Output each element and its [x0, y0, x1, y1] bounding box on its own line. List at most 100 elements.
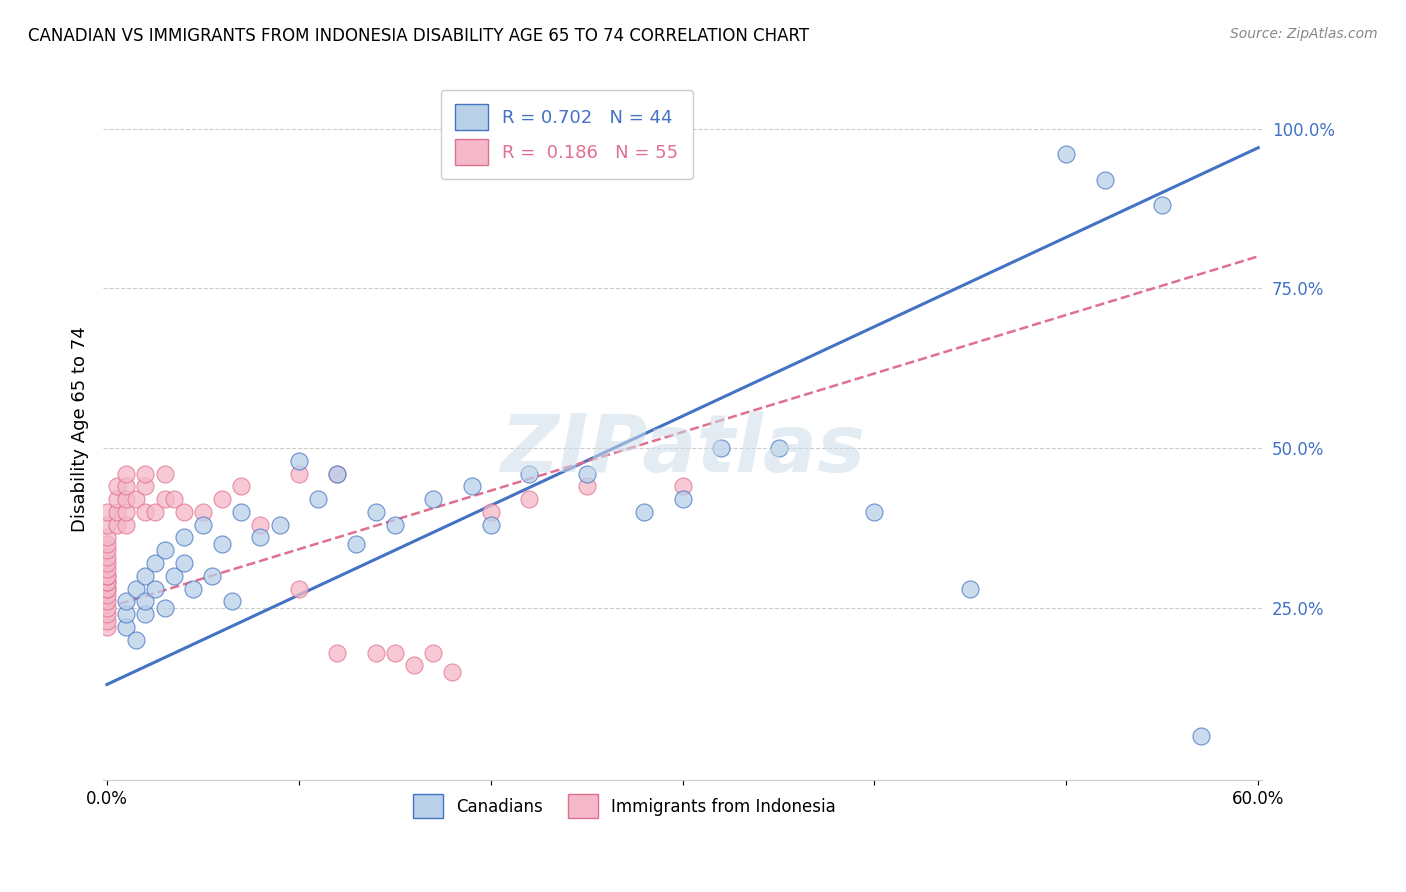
- Point: [96, 562, 118, 576]
- Point: [115, 467, 138, 481]
- Point: [191, 505, 214, 519]
- Point: [153, 600, 176, 615]
- Point: [96, 594, 118, 608]
- Point: [96, 569, 118, 583]
- Point: [96, 531, 118, 545]
- Point: [364, 505, 387, 519]
- Point: [384, 646, 406, 660]
- Point: [326, 467, 349, 481]
- Point: [115, 505, 138, 519]
- Point: [1054, 147, 1077, 161]
- Point: [163, 492, 186, 507]
- Point: [231, 479, 253, 493]
- Point: [231, 505, 253, 519]
- Point: [115, 479, 138, 493]
- Point: [671, 479, 693, 493]
- Point: [143, 505, 166, 519]
- Point: [211, 537, 233, 551]
- Point: [115, 594, 138, 608]
- Point: [575, 479, 598, 493]
- Point: [153, 467, 176, 481]
- Text: Source: ZipAtlas.com: Source: ZipAtlas.com: [1230, 27, 1378, 41]
- Point: [288, 454, 311, 468]
- Point: [479, 517, 502, 532]
- Point: [105, 517, 128, 532]
- Point: [768, 441, 790, 455]
- Point: [96, 588, 118, 602]
- Point: [134, 607, 156, 622]
- Point: [125, 632, 148, 647]
- Text: CANADIAN VS IMMIGRANTS FROM INDONESIA DISABILITY AGE 65 TO 74 CORRELATION CHART: CANADIAN VS IMMIGRANTS FROM INDONESIA DI…: [28, 27, 810, 45]
- Point: [326, 646, 349, 660]
- Point: [288, 467, 311, 481]
- Legend: Canadians, Immigrants from Indonesia: Canadians, Immigrants from Indonesia: [406, 788, 842, 825]
- Point: [422, 646, 444, 660]
- Point: [173, 531, 195, 545]
- Point: [863, 505, 886, 519]
- Point: [959, 582, 981, 596]
- Point: [441, 665, 464, 679]
- Point: [344, 537, 367, 551]
- Point: [96, 517, 118, 532]
- Point: [96, 543, 118, 558]
- Point: [671, 492, 693, 507]
- Point: [173, 556, 195, 570]
- Point: [575, 467, 598, 481]
- Point: [134, 479, 156, 493]
- Point: [105, 492, 128, 507]
- Point: [191, 517, 214, 532]
- Point: [384, 517, 406, 532]
- Point: [288, 582, 311, 596]
- Point: [134, 505, 156, 519]
- Point: [633, 505, 655, 519]
- Point: [153, 543, 176, 558]
- Point: [710, 441, 733, 455]
- Text: ZIPatlas: ZIPatlas: [501, 411, 865, 489]
- Point: [125, 582, 148, 596]
- Point: [96, 549, 118, 564]
- Point: [163, 569, 186, 583]
- Point: [96, 575, 118, 590]
- Point: [173, 505, 195, 519]
- Point: [96, 620, 118, 634]
- Point: [134, 594, 156, 608]
- Point: [115, 607, 138, 622]
- Point: [249, 517, 271, 532]
- Point: [326, 467, 349, 481]
- Point: [422, 492, 444, 507]
- Point: [201, 569, 224, 583]
- Point: [96, 582, 118, 596]
- Point: [249, 531, 271, 545]
- Point: [96, 600, 118, 615]
- Point: [143, 556, 166, 570]
- Point: [96, 537, 118, 551]
- Point: [134, 467, 156, 481]
- Point: [96, 556, 118, 570]
- Point: [517, 467, 540, 481]
- Point: [211, 492, 233, 507]
- Point: [517, 492, 540, 507]
- Point: [105, 479, 128, 493]
- Point: [96, 569, 118, 583]
- Point: [115, 517, 138, 532]
- Point: [307, 492, 329, 507]
- Point: [115, 492, 138, 507]
- Point: [402, 658, 425, 673]
- Point: [153, 492, 176, 507]
- Point: [143, 582, 166, 596]
- Point: [181, 582, 204, 596]
- Point: [96, 614, 118, 628]
- Point: [479, 505, 502, 519]
- Point: [134, 569, 156, 583]
- Point: [96, 575, 118, 590]
- Y-axis label: Disability Age 65 to 74: Disability Age 65 to 74: [72, 326, 89, 532]
- Point: [364, 646, 387, 660]
- Point: [269, 517, 291, 532]
- Point: [1152, 198, 1174, 212]
- Point: [125, 492, 148, 507]
- Point: [96, 505, 118, 519]
- Point: [221, 594, 243, 608]
- Point: [115, 620, 138, 634]
- Point: [96, 607, 118, 622]
- Point: [460, 479, 482, 493]
